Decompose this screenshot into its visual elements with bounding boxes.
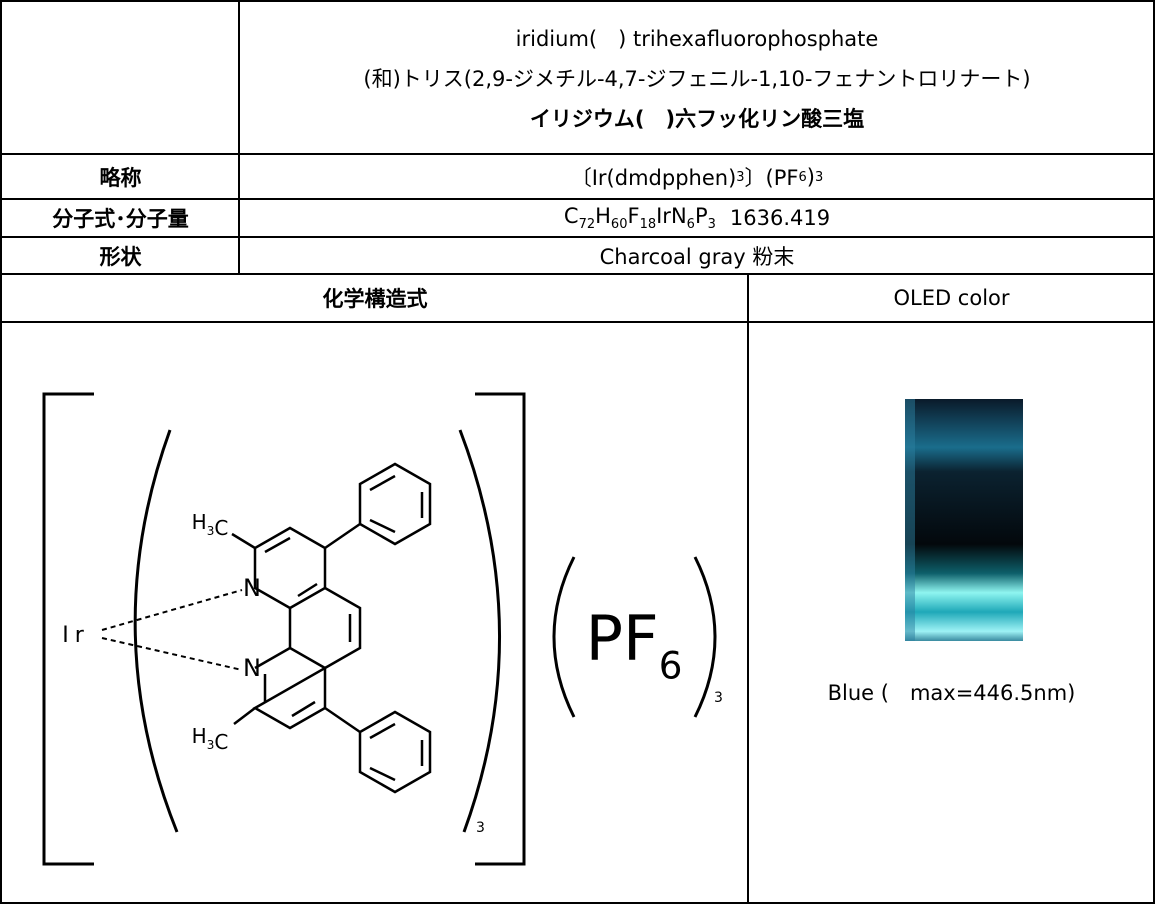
formula-part: C bbox=[214, 516, 228, 540]
nitrogen-label: N bbox=[243, 654, 261, 682]
subscript: 3 bbox=[207, 738, 215, 752]
rule bbox=[2, 321, 1153, 323]
subscript: 3 bbox=[207, 524, 215, 538]
structure-title: 化学構造式 bbox=[322, 287, 428, 311]
abbreviation: 〔Ir(dmdpphen) 3 〕(PF 6) 3 bbox=[239, 155, 1153, 199]
appearance: Charcoal gray 粉末 bbox=[599, 244, 795, 269]
parenthesis bbox=[458, 429, 502, 833]
color-caption: Blue ( max=446.5nm) bbox=[827, 681, 1076, 705]
formula-part: H bbox=[595, 203, 611, 228]
subscript: 3 bbox=[736, 169, 745, 185]
formula-part: 〕(PF bbox=[744, 166, 799, 190]
row-label: 略称 bbox=[99, 166, 142, 190]
ring bbox=[253, 526, 327, 610]
parenthesis bbox=[133, 429, 179, 833]
phenyl bbox=[358, 462, 432, 546]
rule bbox=[238, 2, 240, 274]
row-label: 形状 bbox=[99, 244, 142, 269]
bond bbox=[231, 532, 256, 725]
header-line: (和)トリス(2,9-ジメチル-4,7-ジフェニル-1,10-フェナントロリナー… bbox=[363, 66, 1031, 91]
rule bbox=[2, 153, 1153, 155]
rule bbox=[747, 274, 749, 902]
ligand-count: 3 bbox=[476, 820, 485, 836]
vial bbox=[905, 399, 1023, 641]
metal-label: Ir bbox=[62, 623, 90, 648]
formula-part: P bbox=[694, 203, 708, 228]
subscript: 60 bbox=[610, 217, 628, 233]
coordination-bond bbox=[101, 589, 243, 671]
row-label: 分子式･分子量 bbox=[52, 207, 189, 231]
header: iridium( ) trihexafluorophosphate (和)トリス… bbox=[239, 2, 1153, 155]
chemical-structure: H3C H3C N N Ir 3 PF6 3 bbox=[42, 392, 723, 866]
header-line: iridium( ) trihexafluorophosphate bbox=[515, 26, 879, 51]
formula-part: H bbox=[192, 724, 207, 748]
methyl-label: H3C bbox=[192, 724, 229, 754]
formula-part: C bbox=[214, 730, 228, 754]
color-title: OLED color bbox=[893, 286, 1010, 310]
subscript: 3 bbox=[814, 169, 824, 185]
oled-photo bbox=[905, 399, 1023, 641]
anion-count: 3 bbox=[714, 690, 723, 706]
formula-part: ) bbox=[806, 165, 815, 189]
subscript: 6 bbox=[686, 217, 695, 233]
header-line: イリジウム( )六フッ化リン酸三塩 bbox=[529, 106, 865, 131]
subscript: 6 bbox=[798, 169, 807, 185]
formula-part: C bbox=[563, 203, 579, 228]
formula-part: 〔Ir(dmdpphen) bbox=[570, 166, 737, 190]
vial-edge bbox=[905, 399, 915, 641]
formula-part: PF bbox=[586, 602, 659, 675]
subscript: 18 bbox=[639, 217, 657, 233]
parenthesis bbox=[693, 556, 717, 718]
double-bond bbox=[263, 536, 352, 718]
subscript: 6 bbox=[659, 644, 683, 688]
ring bbox=[252, 646, 327, 730]
molecular-weight: 1636.419 bbox=[729, 206, 831, 230]
rule bbox=[2, 273, 1153, 275]
ring bbox=[288, 586, 362, 670]
formula-part: N bbox=[670, 203, 687, 228]
formula: C72H60F18IrN6P3 bbox=[564, 204, 716, 232]
bracket bbox=[475, 392, 526, 866]
anion-label: PF6 bbox=[586, 602, 683, 688]
rule bbox=[2, 236, 1153, 238]
formula-part: F bbox=[627, 203, 640, 228]
nitrogen-label: N bbox=[243, 574, 261, 602]
methyl-label: H3C bbox=[192, 510, 229, 540]
formula-cell: C72H60F18IrN6P3 1636.419 bbox=[239, 199, 1153, 237]
bond bbox=[324, 522, 361, 734]
rule bbox=[2, 198, 1153, 200]
subscript: 72 bbox=[578, 217, 596, 233]
bracket bbox=[42, 392, 94, 866]
phenyl bbox=[358, 710, 432, 794]
subscript: 3 bbox=[707, 217, 716, 233]
formula-part: Ir bbox=[656, 203, 671, 228]
parenthesis bbox=[552, 556, 576, 718]
formula-part: H bbox=[192, 510, 207, 534]
